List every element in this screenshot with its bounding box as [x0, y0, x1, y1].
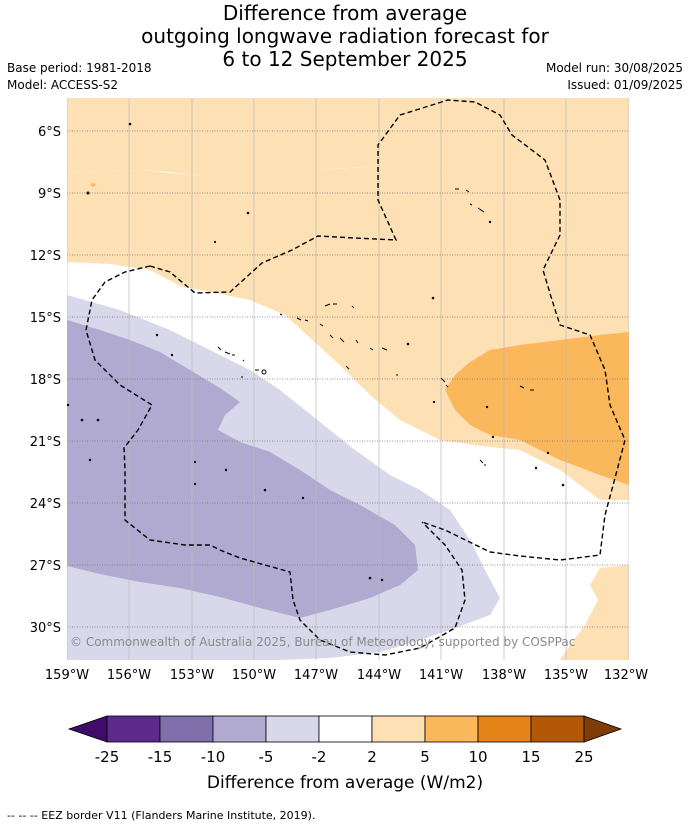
colorbar: -25 -15 -10 -5 -2 2 5 10 15 25 Differenc…	[67, 715, 623, 793]
lat-label: 30°S	[30, 621, 61, 636]
colorbar-label: -2	[312, 748, 327, 766]
graticule	[67, 98, 629, 660]
colorbar-labels: -25 -15 -10 -5 -2 2 5 10 15 25	[95, 748, 594, 766]
issued-date: Issued: 01/09/2025	[567, 78, 683, 92]
colorbar-extend-high	[583, 715, 623, 743]
lon-label: 141°W	[419, 668, 463, 683]
lat-labels: 6°S 9°S 12°S 15°S 18°S 21°S 24°S 27°S 30…	[30, 125, 61, 636]
colorbar-segment	[159, 715, 214, 743]
lon-label: 144°W	[357, 668, 401, 683]
colorbar-extend-low	[67, 715, 108, 743]
lon-label: 135°W	[544, 668, 588, 683]
eez-border-french-polynesia	[85, 265, 466, 656]
lat-label: 12°S	[30, 249, 61, 264]
anomaly-region-negative-medium	[67, 320, 418, 618]
title-line-2: outgoing longwave radiation forecast for	[141, 24, 549, 48]
title-line-1: Difference from average	[222, 1, 468, 25]
lon-label: 159°W	[45, 668, 89, 683]
meta-right: Model run: 30/08/2025 Issued: 01/09/2025	[546, 60, 683, 94]
lat-label: 27°S	[30, 559, 61, 574]
islands	[67, 122, 565, 582]
colorbar-segment	[530, 715, 585, 743]
colorbar-label: 25	[574, 748, 593, 766]
base-period: Base period: 1981-2018	[7, 61, 152, 75]
colorbar-segment	[212, 715, 267, 743]
model-name: Model: ACCESS-S2	[7, 78, 119, 92]
lon-label: 153°W	[170, 668, 214, 683]
lat-label: 9°S	[38, 187, 61, 202]
colorbar-label: -15	[148, 748, 173, 766]
lat-label: 21°S	[30, 435, 61, 450]
colorbar-segment	[477, 715, 532, 743]
colorbar-label: -25	[95, 748, 120, 766]
eez-border-upper	[149, 99, 626, 561]
title-line-3: 6 to 12 September 2025	[222, 47, 468, 71]
colorbar-segment	[371, 715, 426, 743]
meta-left: Base period: 1981-2018 Model: ACCESS-S2	[7, 60, 152, 94]
colorbar-segment	[318, 715, 373, 743]
colorbar-title: Difference from average (W/m2)	[207, 773, 483, 793]
colorbar-label: 10	[468, 748, 487, 766]
colorbar-segment	[106, 715, 161, 743]
lon-label: 132°W	[604, 668, 648, 683]
lat-label: 18°S	[30, 373, 61, 388]
anomaly-region-positive-medium	[445, 332, 629, 485]
map-title: Difference from average outgoing longwav…	[0, 2, 690, 71]
colorbar-segment	[424, 715, 479, 743]
colorbar-label: 5	[420, 748, 430, 766]
colorbar-label: 15	[521, 748, 540, 766]
lat-label: 6°S	[38, 125, 61, 140]
model-run: Model run: 30/08/2025	[545, 61, 683, 75]
colorbar-label: -5	[259, 748, 274, 766]
map-area: © Commonwealth of Australia 2025, Bureau…	[67, 98, 629, 660]
lon-label: 150°W	[232, 668, 276, 683]
lon-label: 156°W	[107, 668, 151, 683]
eez-legend-note: -- -- -- EEZ border V11 (Flanders Marine…	[7, 809, 316, 822]
colorbar-label: -10	[201, 748, 226, 766]
colorbar-segment	[265, 715, 320, 743]
anomaly-region-positive-bottom-right	[560, 565, 629, 660]
lat-label: 24°S	[30, 497, 61, 512]
lon-labels: 159°W 156°W 153°W 150°W 147°W 144°W 141°…	[45, 668, 648, 683]
lat-label: 15°S	[30, 311, 61, 326]
anomaly-region-positive-light	[67, 98, 629, 245]
lon-label: 147°W	[294, 668, 338, 683]
copyright-notice: © Commonwealth of Australia 2025, Bureau…	[70, 635, 575, 649]
colorbar-label: 2	[367, 748, 377, 766]
lon-label: 138°W	[482, 668, 526, 683]
